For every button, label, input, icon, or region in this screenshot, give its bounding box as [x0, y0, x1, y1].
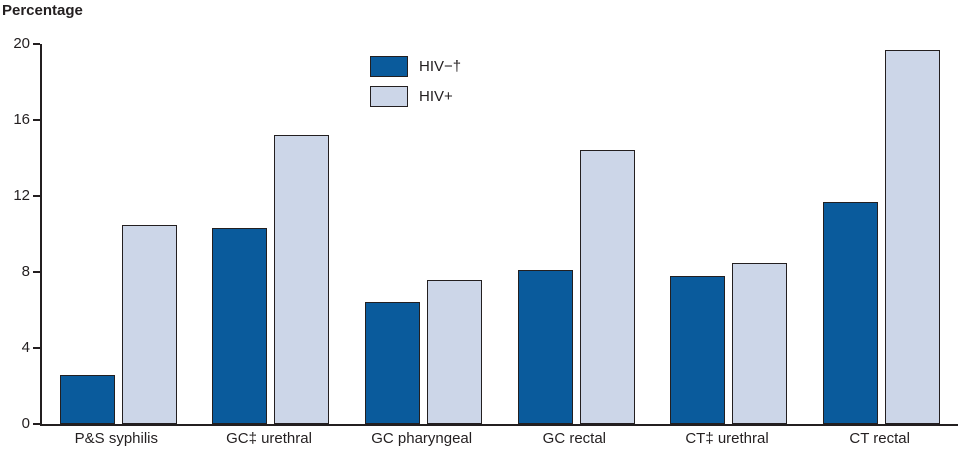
x-axis-category-label: CT‡ urethral: [685, 430, 769, 447]
bar-group: [517, 44, 635, 424]
bar-hiv-negative: [212, 228, 268, 424]
y-axis-tick-mark: [33, 43, 40, 45]
legend-item-hiv-negative: HIV−†: [370, 56, 461, 77]
bar-hiv-negative: [365, 302, 421, 424]
bar-hiv-negative: [59, 374, 115, 424]
bar-hiv-positive: [732, 262, 788, 424]
legend: HIV−† HIV+: [370, 56, 461, 107]
y-axis-tick-mark: [33, 423, 40, 425]
y-axis-tick-label: 4: [21, 339, 30, 356]
x-axis-category-label: P&S syphilis: [74, 430, 159, 447]
y-axis: 0 4 8 12 16 20: [13, 35, 958, 432]
y-axis-tick-label: 12: [13, 187, 30, 204]
chart-title: Percentage: [2, 2, 83, 19]
y-axis-tick-mark: [33, 347, 40, 349]
legend-swatch-hiv-positive: [370, 86, 408, 107]
x-axis-labels: P&S syphilis GC‡ urethral GC pharyngeal GC …: [40, 430, 956, 447]
bar-hiv-negative: [823, 201, 879, 424]
y-axis-tick-mark: [33, 271, 40, 273]
bar-group: [670, 44, 788, 424]
bar-hiv-negative: [517, 270, 573, 424]
bar-hiv-positive: [121, 224, 177, 424]
bar-group: [365, 44, 483, 424]
y-axis-tick-label: 16: [13, 111, 30, 128]
legend-swatch-hiv-negative: [370, 56, 408, 77]
bar-group: [59, 44, 177, 424]
x-axis-category-label: GC‡ urethral: [226, 430, 312, 447]
bar-hiv-positive: [885, 49, 941, 424]
bar-hiv-positive: [579, 150, 635, 424]
y-axis-tick-mark: [33, 119, 40, 121]
bar-groups: [42, 44, 958, 424]
y-axis-tick-mark: [33, 195, 40, 197]
y-axis-tick-label: 8: [21, 263, 30, 280]
x-axis-category-label: GC rectal: [542, 430, 607, 447]
bar-hiv-negative: [670, 275, 726, 424]
bar-group: [823, 44, 941, 424]
legend-label-hiv-positive: HIV+: [419, 88, 453, 105]
legend-item-hiv-positive: HIV+: [370, 86, 461, 107]
bar-hiv-positive: [427, 279, 483, 424]
legend-label-hiv-negative: HIV−†: [419, 58, 462, 75]
x-axis-category-label: CT rectal: [849, 430, 910, 447]
plot-area: 0 4 8 12 16 20: [13, 35, 958, 432]
bar-hiv-positive: [274, 135, 330, 424]
y-axis-tick-label: 20: [13, 35, 30, 52]
y-axis-tick-label: 0: [21, 415, 30, 432]
bar-group: [212, 44, 330, 424]
x-axis-category-label: GC pharyngeal: [371, 430, 473, 447]
